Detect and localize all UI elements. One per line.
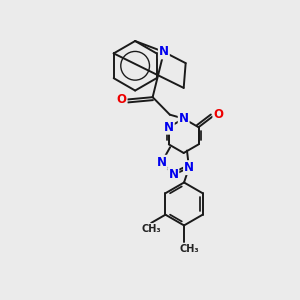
Text: CH₃: CH₃: [179, 244, 199, 254]
Text: CH₃: CH₃: [141, 224, 161, 234]
Text: O: O: [117, 93, 127, 106]
Text: N: N: [164, 121, 174, 134]
Text: N: N: [159, 45, 169, 58]
Text: N: N: [157, 156, 167, 169]
Text: O: O: [213, 107, 224, 121]
Text: N: N: [179, 112, 189, 125]
Text: N: N: [168, 168, 178, 181]
Text: N: N: [184, 161, 194, 174]
